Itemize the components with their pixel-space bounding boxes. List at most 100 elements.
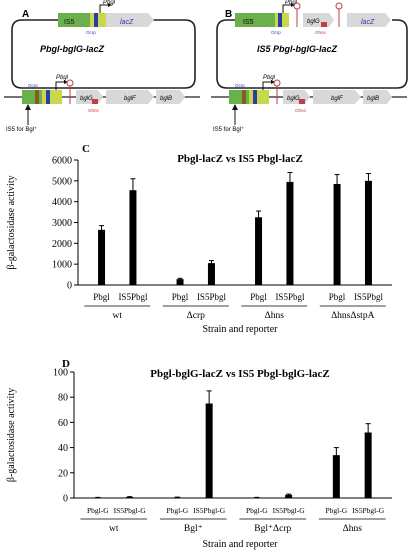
bar bbox=[126, 496, 134, 498]
lacz-label-a: lacZ bbox=[120, 19, 134, 26]
bar bbox=[286, 181, 294, 285]
bar bbox=[364, 432, 372, 498]
bar-label: Pbgl-G bbox=[326, 506, 348, 515]
chart-d-axes: 0 20 40 60 80 100 bbox=[53, 368, 392, 505]
bar bbox=[332, 455, 340, 498]
bar bbox=[129, 190, 137, 285]
y-tick-label: 6000 bbox=[52, 156, 72, 167]
is5-block-b bbox=[235, 13, 275, 27]
plasmid-a-title: Pbgl-bglG-lacZ bbox=[40, 44, 105, 54]
chart-c-xlabel: Strain and reporter bbox=[203, 324, 279, 335]
bar bbox=[173, 497, 181, 498]
bar-label: Pbgl-G bbox=[167, 506, 189, 515]
ohns-label-b: Ohns bbox=[315, 30, 327, 35]
bar-label: IS5Pbgl-G bbox=[273, 506, 306, 515]
plasmid-b-backbone bbox=[216, 19, 408, 89]
pbgl-label-a-top: Pbgl bbox=[103, 0, 116, 6]
is5-bgl-label-a: IS5 for Bgl⁺ bbox=[6, 126, 37, 133]
bglB-gene-a bbox=[156, 90, 185, 104]
lacz-label-b: lacZ bbox=[361, 19, 375, 26]
ocrp-label-a: Ocrp bbox=[86, 30, 96, 35]
bar bbox=[253, 497, 261, 499]
y-tick-label: 0 bbox=[67, 281, 72, 292]
bar bbox=[176, 279, 184, 285]
bglB-label-a: bglB bbox=[160, 96, 172, 102]
chart-d-ylabel: β-galactosidase activity bbox=[6, 388, 17, 482]
panel-b-letter: B bbox=[225, 9, 232, 20]
chart-d: D Pbgl-bglG-lacZ vs IS5 Pbgl-bglG-lacZ β… bbox=[6, 358, 392, 550]
group-label: wt bbox=[113, 311, 123, 321]
pbgl-label-a-chrom: Pbgl bbox=[56, 75, 69, 81]
bglB-label-b: bglB bbox=[367, 96, 379, 102]
chart-c-letter: C bbox=[82, 143, 90, 155]
bar-label: IS5Pbgl-G bbox=[114, 506, 147, 515]
y-tick-label: 80 bbox=[58, 393, 68, 404]
y-tick-label: 5000 bbox=[52, 176, 72, 187]
chart-d-bars: Pbgl-G IS5Pbgl-G wt Pbgl-G IS5Pbgl-G Bgl⁺ Pbgl… bbox=[80, 390, 386, 534]
terminator-icon-b1 bbox=[293, 2, 301, 10]
bar-label: Pbgl bbox=[250, 292, 267, 302]
ocrp-site-a bbox=[94, 13, 98, 27]
up-arrow-icon-b bbox=[232, 104, 238, 110]
panel-a-diagram: A IS5 lacZ Pbgl Ocrp Pbgl-bglG-lacZ Ocrp… bbox=[4, 0, 200, 133]
y-tick-label: 4000 bbox=[52, 197, 72, 208]
bar-label: Pbgl bbox=[172, 292, 189, 302]
bar-label: IS5Pbgl-G bbox=[193, 506, 226, 515]
lacz-arrow-b bbox=[347, 13, 391, 27]
bar-label: Pbgl bbox=[93, 292, 110, 302]
is5-label-a: IS5 bbox=[64, 19, 75, 26]
bar bbox=[207, 263, 215, 285]
chart-c: C Pbgl-lacZ vs IS5 Pbgl-lacZ β-galactosi… bbox=[6, 143, 392, 335]
chart-d-letter: D bbox=[62, 358, 70, 370]
bar-label: Pbgl-G bbox=[246, 506, 268, 515]
group-label: wt bbox=[109, 524, 119, 534]
bar bbox=[205, 403, 213, 498]
plasmid-b-title: IS5 Pbgl-bglG-lacZ bbox=[257, 44, 338, 54]
y-tick-label: 60 bbox=[58, 418, 68, 429]
chrom-promoter-a bbox=[42, 90, 62, 104]
bglF-label-b: bglF bbox=[331, 96, 343, 102]
bglB-gene-b bbox=[363, 90, 392, 104]
bar-label: IS5Pbgl bbox=[275, 292, 305, 302]
ocrp-label-b: Ocrp bbox=[271, 30, 281, 35]
terminator-icon-a bbox=[66, 79, 74, 87]
y-tick-label: 2000 bbox=[52, 239, 72, 250]
group-label: Δhns bbox=[265, 311, 285, 321]
group-label: Δcrp bbox=[187, 311, 205, 321]
bar-label: Pbgl bbox=[329, 292, 346, 302]
bar-label: IS5Pbgl bbox=[197, 292, 227, 302]
pbgl-label-b-top: Pbgl bbox=[285, 0, 298, 6]
bglG-label-a: bglG bbox=[80, 96, 93, 102]
bglF-label-a: bglF bbox=[124, 96, 136, 102]
ocrp-label-b-chrom: Ocrp bbox=[235, 83, 245, 88]
bar bbox=[364, 180, 372, 285]
chart-c-ylabel: β-galactosidase activity bbox=[6, 175, 17, 269]
y-tick-label: 20 bbox=[58, 468, 68, 479]
plasmid-a-backbone bbox=[11, 19, 196, 89]
chart-d-xlabel: Strain and reporter bbox=[203, 539, 279, 550]
group-label: Bgl⁺ bbox=[184, 524, 203, 534]
pbgl-label-b-chrom: Pbgl bbox=[263, 75, 276, 81]
up-arrow-icon-a bbox=[25, 104, 31, 110]
ohns-label-a: Ohns bbox=[88, 108, 100, 113]
ocrp-label-a-chrom: Ocrp bbox=[28, 83, 38, 88]
bglG-label-b: bglG bbox=[307, 19, 320, 25]
group-label: ΔhnsΔstpA bbox=[331, 311, 375, 321]
panel-b-diagram: B IS5 Pbgl Ocrp bglG Ohns lacZ IS5 Pbgl-… bbox=[211, 0, 408, 133]
is5-label-b: IS5 bbox=[243, 19, 254, 26]
y-tick-label: 0 bbox=[63, 494, 68, 505]
bar-label: IS5Pbgl bbox=[118, 292, 148, 302]
bar bbox=[94, 497, 102, 499]
panel-a-letter: A bbox=[22, 9, 29, 20]
group-label: Bgl⁺Δcrp bbox=[254, 524, 291, 534]
bglF-gene-b bbox=[313, 90, 361, 104]
group-label: Δhns bbox=[343, 524, 363, 534]
y-tick-label: 1000 bbox=[52, 260, 72, 271]
bglF-gene-a bbox=[106, 90, 154, 104]
lacz-arrow-a bbox=[106, 13, 154, 27]
bar bbox=[255, 217, 263, 285]
ohns-label-b-chrom: Ohns bbox=[295, 108, 307, 113]
bar-label: IS5Pbgl-G bbox=[352, 506, 385, 515]
terminator-icon-b3 bbox=[273, 79, 281, 87]
